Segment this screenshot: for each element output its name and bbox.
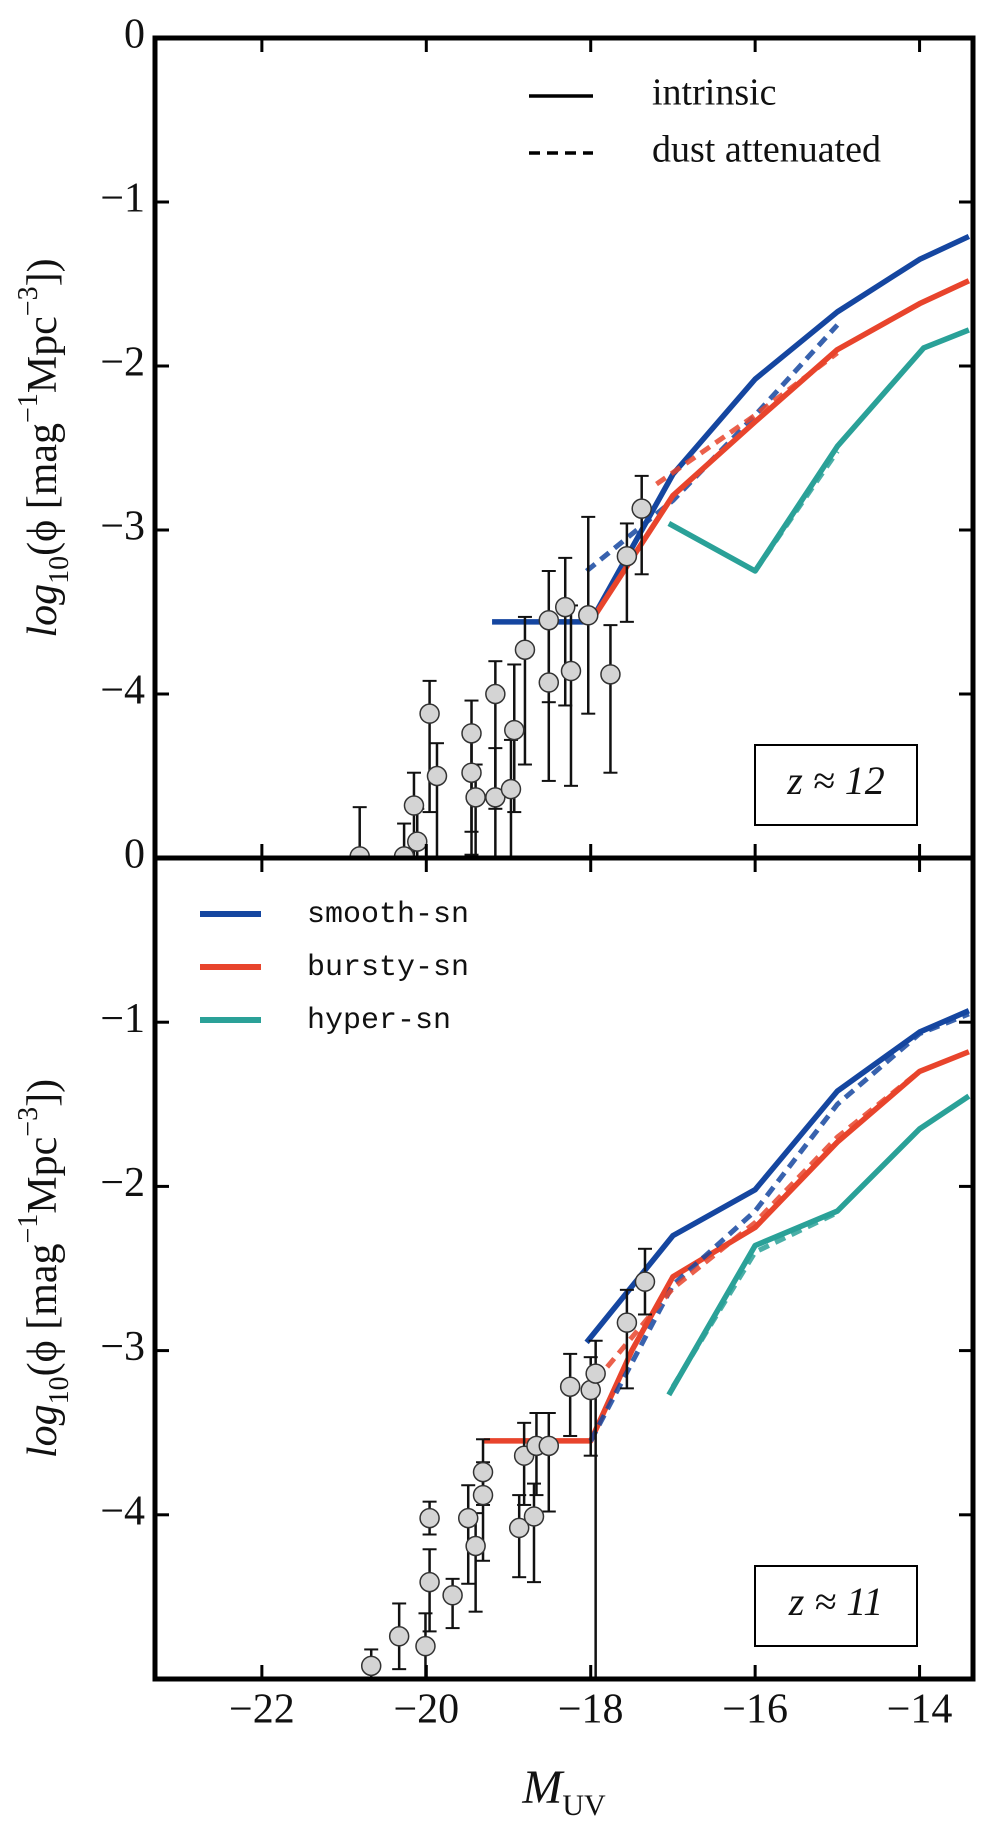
data-point [560, 660, 582, 682]
annotation: z ≈ 11 [788, 1579, 884, 1624]
data-point [514, 639, 536, 660]
data-point [585, 1363, 606, 1384]
y-tick-label: −3 [100, 504, 145, 550]
solid-line [588, 278, 971, 624]
legend-label: hyper-sn [307, 1004, 451, 1038]
data-point [485, 683, 506, 705]
x-tick-label: −20 [393, 1687, 459, 1733]
x-tick-label: −14 [887, 1687, 953, 1733]
data-point [634, 1271, 656, 1292]
data-point [616, 545, 638, 567]
solid-line [492, 233, 971, 625]
data-point [472, 1461, 494, 1483]
data-point [472, 1484, 494, 1506]
data-point [508, 1517, 530, 1539]
y-axis-label: log10(ϕ [mag−1Mpc−3]) [13, 1079, 75, 1458]
x-tick-label: −16 [722, 1687, 788, 1733]
y-axis-label-part: 10 [44, 1376, 75, 1404]
data-point [538, 1435, 560, 1457]
data-point [461, 723, 482, 744]
data-point [616, 1312, 638, 1333]
y-axis-label-part: log [20, 1404, 66, 1458]
data-point [465, 1535, 486, 1557]
y-axis-label-part: (ϕ [mag [20, 1244, 66, 1377]
legend-label: dust attenuated [652, 129, 881, 171]
data-point [554, 596, 576, 618]
y-axis-label-part: ]) [20, 258, 66, 286]
dashed-line [753, 449, 840, 573]
y-axis-label-part: ]) [20, 1079, 66, 1107]
data-point [360, 1655, 382, 1677]
data-point [578, 605, 599, 626]
data-point [538, 672, 560, 693]
y-tick-label: −2 [100, 340, 145, 386]
dashed-line [585, 323, 840, 573]
data-point [600, 664, 621, 685]
dashed-line [605, 1069, 922, 1369]
legend-label: bursty-sn [307, 951, 469, 985]
data-point [457, 1507, 479, 1529]
data-point [504, 719, 525, 741]
y-tick-label: −1 [100, 996, 145, 1042]
data-point [419, 1507, 440, 1529]
y-axis-label-part: 10 [44, 556, 75, 584]
y-axis-label-part: −3 [13, 1107, 44, 1137]
data-point [461, 762, 482, 783]
data-point [465, 787, 486, 808]
x-axis-label-part: UV [562, 1789, 606, 1822]
data-point [523, 1506, 545, 1527]
data-point [426, 765, 448, 787]
dashed-line [655, 350, 839, 487]
y-tick-label: −4 [100, 668, 145, 714]
solid-line [667, 327, 970, 574]
data-point [403, 795, 425, 816]
data-point [415, 1635, 436, 1657]
legend-label: smooth-sn [307, 898, 469, 932]
data-point [500, 778, 522, 800]
data-point [419, 703, 440, 724]
y-tick-label: 0 [124, 12, 145, 58]
y-axis-label-part: log [20, 584, 66, 638]
dashed-line [670, 1210, 839, 1389]
y-axis-label-part: Mpc [20, 316, 66, 393]
plot-area [349, 233, 971, 858]
y-tick-label: −1 [100, 176, 145, 222]
x-axis-label: MUV [521, 1761, 606, 1822]
solid-line [584, 1008, 970, 1345]
y-axis-label: log10(ϕ [mag−1Mpc−3]) [13, 258, 75, 637]
x-tick-label: −18 [558, 1687, 624, 1733]
x-axis-label-part: M [521, 1761, 565, 1814]
y-tick-label: −3 [100, 1324, 145, 1370]
axes-frame [152, 855, 976, 1682]
y-axis-label-part: −1 [13, 393, 44, 423]
data-point [559, 1376, 581, 1397]
annotation-box [754, 1565, 918, 1647]
solid-line [666, 1093, 971, 1397]
y-axis-label-part: Mpc [20, 1137, 66, 1214]
annotation: z ≈ 12 [786, 758, 885, 803]
annotation-box [754, 744, 918, 826]
solid-line [483, 1049, 970, 1444]
y-axis-label-part: −1 [13, 1214, 44, 1244]
dashed-line [588, 1011, 970, 1443]
y-axis-label-part: (ϕ [mag [20, 423, 66, 556]
data-point [631, 498, 652, 519]
legend-label: intrinsic [652, 72, 777, 114]
data-point [388, 1626, 410, 1647]
data-point [419, 1571, 440, 1593]
data-point [538, 609, 560, 631]
y-tick-label: −4 [100, 1488, 145, 1534]
y-axis-label-part: −3 [13, 286, 44, 316]
data-point [442, 1585, 463, 1606]
x-tick-label: −22 [229, 1687, 295, 1733]
y-tick-label: −2 [100, 1160, 145, 1206]
data-point [407, 831, 428, 852]
y-tick-label: 0 [124, 832, 145, 878]
plot-area [360, 1008, 971, 1679]
